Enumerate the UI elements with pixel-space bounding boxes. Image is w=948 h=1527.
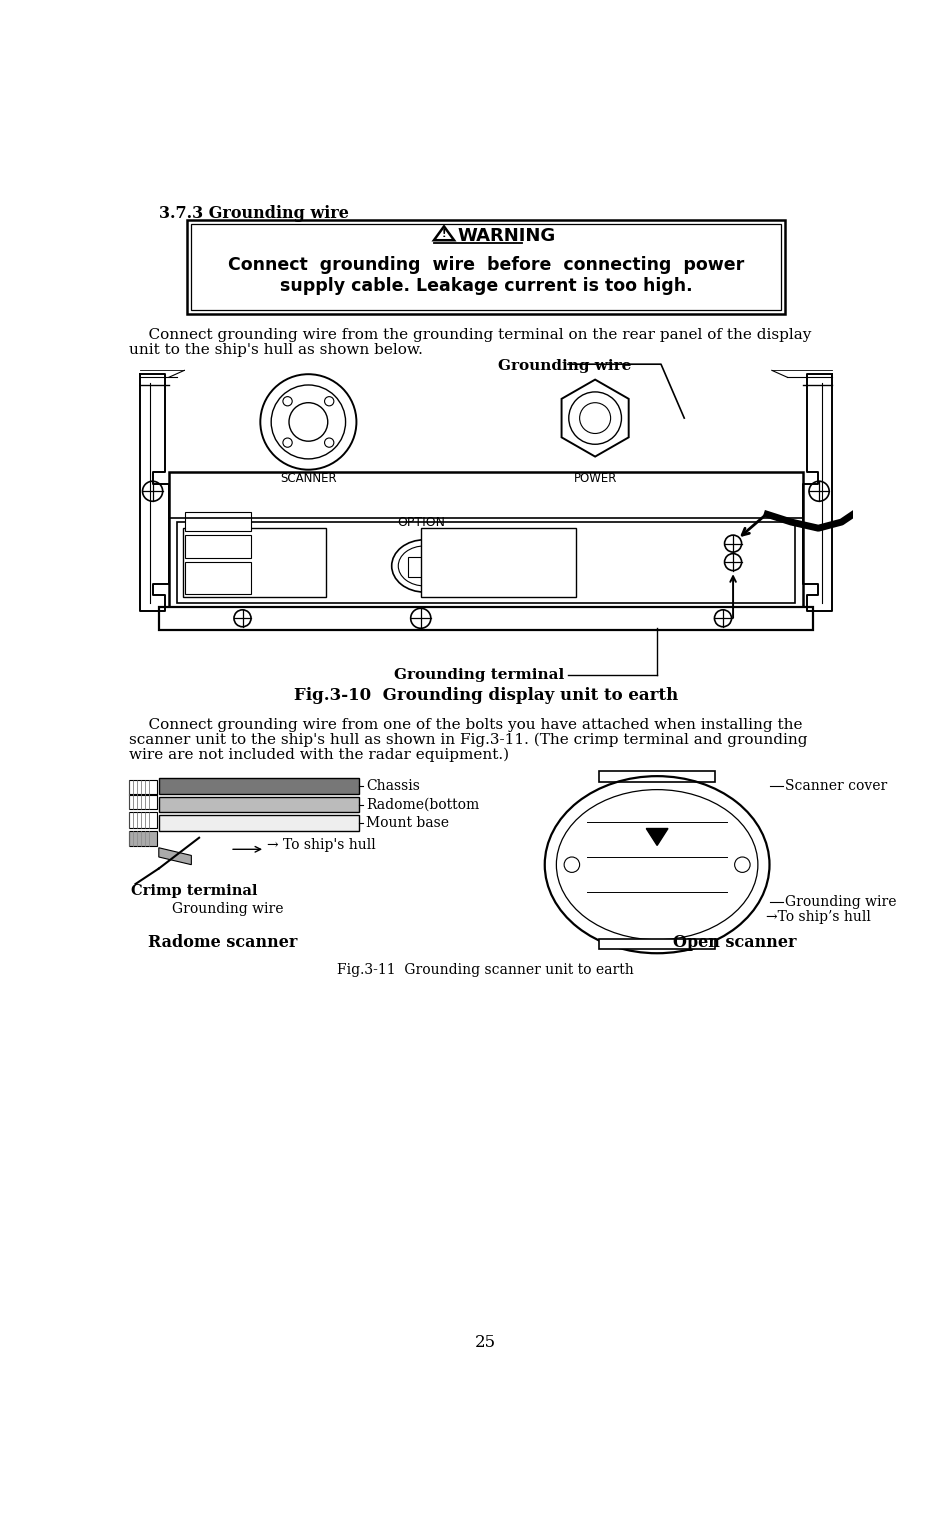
Text: → To ship's hull: → To ship's hull <box>267 838 376 852</box>
Bar <box>159 606 812 629</box>
Text: Radome(bottom: Radome(bottom <box>367 797 480 812</box>
Text: 25: 25 <box>475 1333 497 1350</box>
Text: OPTION: OPTION <box>397 516 445 528</box>
Text: Connect grounding wire from the grounding terminal on the rear panel of the disp: Connect grounding wire from the groundin… <box>129 328 811 342</box>
Bar <box>185 534 251 559</box>
Bar <box>129 780 157 796</box>
Text: Connect grounding wire from one of the bolts you have attached when installing t: Connect grounding wire from one of the b… <box>129 718 803 733</box>
Text: POWER: POWER <box>574 472 617 484</box>
Bar <box>159 779 358 794</box>
Bar <box>187 220 785 315</box>
Bar <box>191 224 781 310</box>
Bar <box>185 562 251 594</box>
Text: SCANNER: SCANNER <box>280 472 337 484</box>
Bar <box>183 528 326 597</box>
Polygon shape <box>647 829 668 846</box>
Text: Crimp terminal: Crimp terminal <box>131 884 258 898</box>
Text: Radome scanner: Radome scanner <box>148 935 297 951</box>
Bar <box>599 771 715 782</box>
Bar <box>129 812 157 828</box>
Text: wire are not included with the radar equipment.): wire are not included with the radar equ… <box>129 748 509 762</box>
Text: Open scanner: Open scanner <box>673 935 796 951</box>
Text: supply cable. Leakage current is too high.: supply cable. Leakage current is too hig… <box>280 276 692 295</box>
Text: WARNING: WARNING <box>458 226 556 244</box>
Bar <box>159 815 358 831</box>
Polygon shape <box>159 847 191 864</box>
Text: scanner unit to the ship's hull as shown in Fig.3-11. (The crimp terminal and gr: scanner unit to the ship's hull as shown… <box>129 733 808 747</box>
Bar <box>159 797 358 812</box>
Text: Mount base: Mount base <box>367 815 449 831</box>
Bar <box>421 528 575 597</box>
Text: →To ship’s hull: →To ship’s hull <box>766 910 870 924</box>
Bar <box>599 939 715 950</box>
Bar <box>129 831 157 846</box>
Text: Grounding wire: Grounding wire <box>172 901 283 916</box>
Text: Grounding wire: Grounding wire <box>785 895 897 909</box>
Bar <box>129 794 157 809</box>
Text: Fig.3-10  Grounding display unit to earth: Fig.3-10 Grounding display unit to earth <box>294 687 678 704</box>
Text: Fig.3-11  Grounding scanner unit to earth: Fig.3-11 Grounding scanner unit to earth <box>337 964 634 977</box>
Text: Grounding wire: Grounding wire <box>499 359 631 373</box>
Bar <box>176 522 795 603</box>
Text: 3.7.3 Grounding wire: 3.7.3 Grounding wire <box>159 205 349 221</box>
Text: Connect  grounding  wire  before  connecting  power: Connect grounding wire before connecting… <box>228 257 744 273</box>
Bar <box>408 557 442 577</box>
Text: Grounding terminal: Grounding terminal <box>393 667 564 681</box>
Text: !: ! <box>442 229 447 240</box>
Text: unit to the ship's hull as shown below.: unit to the ship's hull as shown below. <box>129 342 423 357</box>
Text: Scanner cover: Scanner cover <box>785 779 887 793</box>
Bar <box>169 472 803 606</box>
Bar <box>185 512 251 531</box>
Text: Chassis: Chassis <box>367 779 420 793</box>
